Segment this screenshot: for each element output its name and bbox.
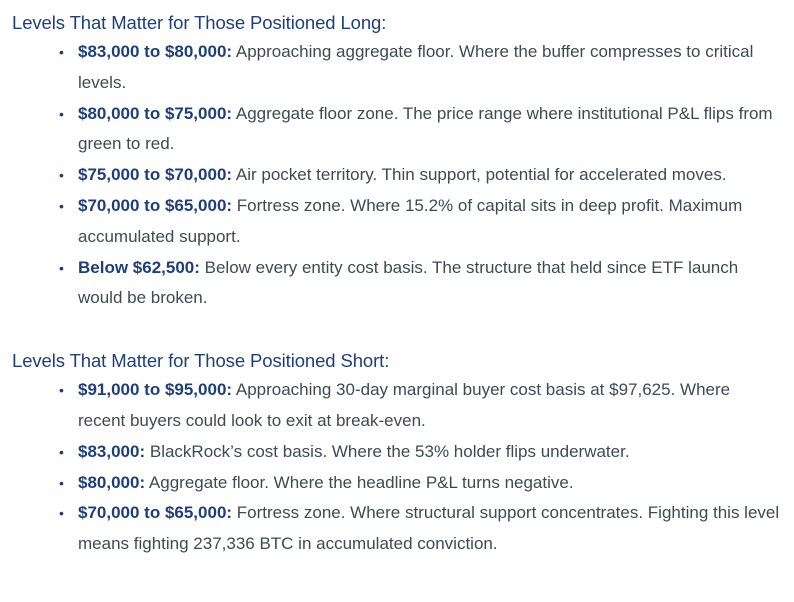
level-description: Approaching aggregate floor. Where the b… [78,42,754,92]
article-body: Levels That Matter for Those Positioned … [12,12,782,560]
bullet-icon: • [59,44,64,60]
list-item: • $80,000: Aggregate floor. Where the hea… [59,468,782,499]
bullet-icon: • [59,259,64,276]
list-item: • $75,000 to $70,000: Air pocket territor… [59,160,782,191]
bullet-icon: • [59,505,64,522]
price-range-label: $80,000: [78,472,146,492]
price-range-label: $91,000 to $95,000: [78,380,233,400]
list-item: • $70,000 to $65,000: Fortress zone. Wher… [59,191,782,253]
price-range-label: $83,000 to $80,000: [78,42,233,61]
bullet-icon: • [59,382,64,399]
list-item: • $83,000 to $80,000: Approaching aggrega… [59,37,782,99]
bullet-icon: • [59,105,64,122]
level-description: BlackRock’s cost basis. Where the 53% ho… [149,441,630,461]
short-levels-heading: Levels That Matter for Those Positioned … [12,350,390,372]
price-range-label: $70,000 to $65,000: [78,195,233,215]
level-description: Fortress zone. Where structural support … [78,503,780,554]
price-range-label: Below $62,500: [78,257,200,277]
bullet-icon: • [59,197,64,214]
price-range-label: $70,000 to $65,000: [78,503,233,523]
price-range-label: $83,000: [78,441,146,461]
level-description: Aggregate floor. Where the headline P&L … [148,472,574,492]
level-description: Approaching 30-day marginal buyer cost b… [78,380,731,430]
bullet-icon: • [59,167,64,184]
long-levels-heading: Levels That Matter for Those Positioned … [12,12,387,33]
list-item: • $70,000 to $65,000: Fortress zone. Wher… [59,498,782,560]
long-levels-list: • $83,000 to $80,000: Approaching aggrega… [12,37,782,314]
list-item: • Below $62,500: Below every entity cost … [59,253,782,315]
bullet-icon: • [59,474,64,491]
level-description: Air pocket territory. Thin support, pote… [235,165,727,185]
short-levels-list: • $91,000 to $95,000: Approaching 30-day … [12,375,782,560]
bullet-icon: • [59,443,64,460]
price-range-label: $75,000 to $70,000: [78,165,233,185]
level-description: Aggregate floor zone. The price range wh… [78,103,773,154]
list-item: • $83,000: BlackRock’s cost basis. Where … [59,437,782,468]
list-item: • $80,000 to $75,000: Aggregate floor zon… [59,99,782,161]
list-item: • $91,000 to $95,000: Approaching 30-day … [59,375,782,437]
price-range-label: $80,000 to $75,000: [78,103,233,123]
level-description: Fortress zone. Where 15.2% of capital si… [78,195,743,246]
level-description: Below every entity cost basis. The struc… [78,257,739,308]
